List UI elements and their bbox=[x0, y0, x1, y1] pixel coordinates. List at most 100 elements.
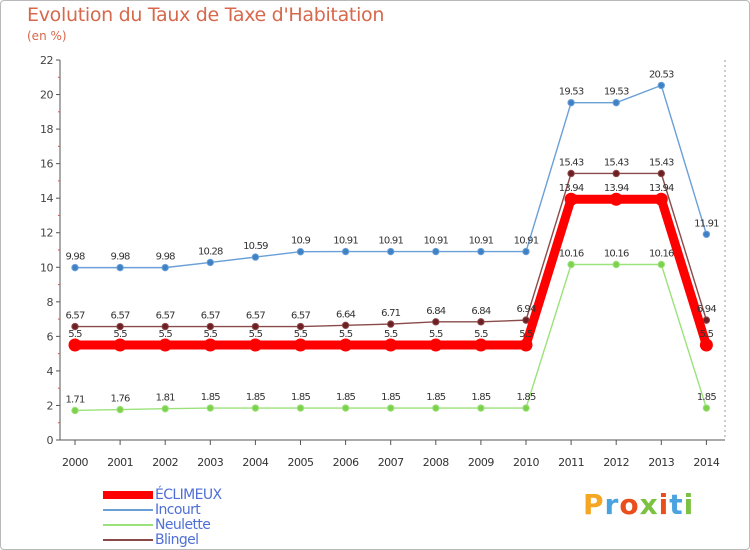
data-point bbox=[432, 404, 440, 412]
data-point bbox=[296, 322, 305, 331]
data-point bbox=[158, 338, 172, 352]
data-label: 6.57 bbox=[201, 311, 221, 322]
data-point bbox=[612, 98, 620, 107]
data-label: 5.5 bbox=[294, 329, 308, 340]
data-label: 13.94 bbox=[604, 183, 629, 194]
data-label: 10.91 bbox=[469, 236, 494, 247]
data-label: 5.5 bbox=[429, 329, 443, 340]
data-label: 10.16 bbox=[649, 249, 674, 260]
legend-label: Blingel bbox=[155, 532, 199, 548]
data-label: 5.5 bbox=[204, 329, 218, 340]
data-label: 9.98 bbox=[111, 252, 131, 263]
chart-subtitle: (en %) bbox=[27, 29, 67, 43]
data-point bbox=[477, 318, 485, 326]
legend-swatch bbox=[103, 491, 153, 499]
data-point bbox=[612, 260, 620, 269]
y-tick-label: 18 bbox=[40, 123, 53, 136]
data-label: 1.81 bbox=[156, 393, 176, 404]
data-point bbox=[657, 260, 665, 269]
legend-item: Neulette bbox=[103, 518, 211, 532]
data-point bbox=[71, 406, 79, 415]
x-tick-label: 2008 bbox=[423, 456, 449, 469]
data-label: 5.5 bbox=[158, 329, 172, 340]
x-tick-label: 2005 bbox=[288, 456, 314, 469]
data-point bbox=[384, 338, 398, 352]
data-label: 1.85 bbox=[201, 392, 221, 403]
data-point bbox=[474, 338, 488, 352]
data-label: 10.91 bbox=[378, 236, 403, 247]
data-point bbox=[251, 253, 260, 261]
y-tick-label: 16 bbox=[40, 158, 53, 171]
data-label: 11.91 bbox=[694, 218, 719, 229]
data-point bbox=[71, 263, 79, 272]
data-point bbox=[341, 247, 350, 256]
data-point bbox=[251, 404, 260, 412]
data-point bbox=[702, 230, 711, 238]
x-tick-label: 2010 bbox=[513, 456, 539, 469]
data-point bbox=[522, 247, 530, 256]
data-point bbox=[567, 169, 575, 178]
data-label: 6.84 bbox=[471, 306, 491, 317]
y-tick-label: 2 bbox=[47, 399, 54, 412]
data-point bbox=[567, 260, 575, 269]
data-point bbox=[432, 247, 440, 256]
legend-swatch bbox=[103, 539, 153, 541]
data-point bbox=[248, 338, 262, 352]
data-label: 10.16 bbox=[559, 249, 584, 260]
data-label: 10.59 bbox=[243, 241, 268, 252]
data-point bbox=[294, 338, 307, 352]
data-label: 9.98 bbox=[65, 252, 85, 263]
data-label: 5.5 bbox=[474, 329, 488, 340]
series--climeux bbox=[68, 192, 713, 352]
data-label: 1.85 bbox=[336, 392, 356, 403]
data-label: 1.85 bbox=[291, 392, 311, 403]
logo-letter: i bbox=[658, 488, 670, 521]
data-label: 15.43 bbox=[559, 157, 584, 168]
data-point bbox=[251, 322, 260, 331]
x-tick-label: 2004 bbox=[242, 456, 268, 469]
data-label: 6.84 bbox=[426, 306, 446, 317]
data-point bbox=[519, 338, 533, 352]
logo-letter: t bbox=[669, 488, 684, 521]
data-point bbox=[387, 247, 395, 256]
data-point bbox=[432, 318, 440, 326]
data-label: 1.85 bbox=[426, 392, 446, 403]
series-layer bbox=[68, 81, 713, 415]
data-label: 10.91 bbox=[333, 236, 358, 247]
data-point bbox=[699, 338, 713, 352]
logo-letter: i bbox=[683, 488, 695, 521]
data-label: 5.5 bbox=[700, 329, 714, 340]
data-label: 6.94 bbox=[516, 304, 536, 315]
proxiti-logo: Proxiti bbox=[583, 488, 694, 521]
legend-item: Blingel bbox=[103, 532, 199, 548]
data-label: 6.57 bbox=[65, 311, 85, 322]
chart-title: Evolution du Taux de Taxe d'Habitation bbox=[27, 4, 385, 26]
y-tick-label: 22 bbox=[40, 54, 53, 67]
data-point bbox=[116, 263, 124, 272]
data-label: 1.85 bbox=[516, 392, 536, 403]
data-label: 20.53 bbox=[649, 69, 674, 80]
data-point bbox=[477, 247, 485, 256]
data-label: 5.5 bbox=[249, 329, 263, 340]
data-point bbox=[296, 248, 305, 256]
data-point bbox=[296, 404, 305, 412]
series-neulette bbox=[71, 260, 711, 415]
data-label: 15.43 bbox=[604, 157, 629, 168]
chart-axes: 0 2 4 6 8 10 12 14 16 18 20 22 2000 2001 2002 2003 2004 2… bbox=[40, 54, 726, 469]
data-point bbox=[116, 322, 124, 331]
data-point bbox=[206, 258, 215, 267]
data-point bbox=[657, 81, 665, 90]
data-point bbox=[387, 320, 395, 328]
data-label: 6.71 bbox=[381, 308, 401, 319]
data-point bbox=[161, 405, 169, 413]
data-point bbox=[522, 316, 530, 324]
data-point bbox=[206, 404, 215, 412]
data-point bbox=[654, 192, 668, 206]
x-tick-label: 2001 bbox=[107, 456, 133, 469]
data-label: 1.76 bbox=[111, 394, 131, 405]
data-label: 9.98 bbox=[156, 252, 176, 263]
data-label: 6.57 bbox=[156, 311, 176, 322]
y-tick-label: 6 bbox=[47, 330, 54, 343]
